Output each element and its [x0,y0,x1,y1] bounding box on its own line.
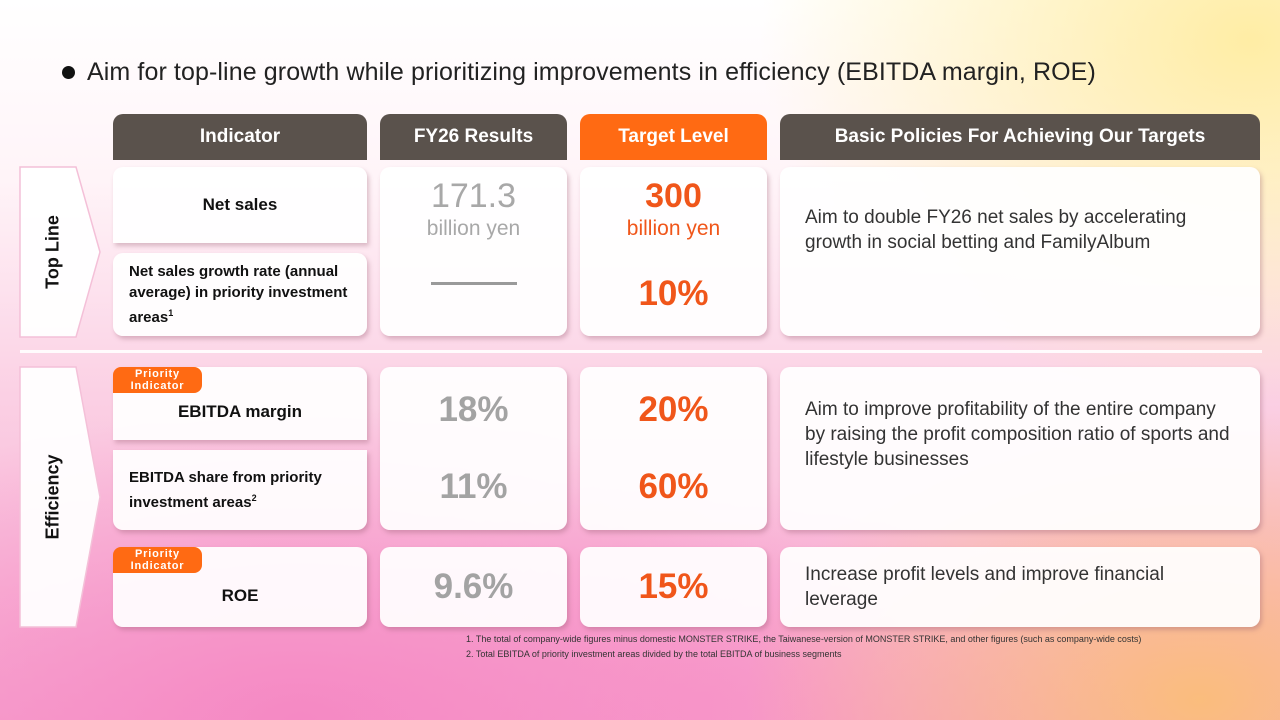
priority-indicator-badge: Priority Indicator [113,547,202,573]
results-card-top-line: 171.3 billion yen [380,167,567,336]
slide-title: Aim for top-line growth while prioritizi… [62,54,1096,90]
footnote-1: 1. The total of company-wide figures min… [466,634,1142,644]
target-roe: 15% [580,547,767,627]
target-net-sales-unit: billion yen [626,217,721,240]
indicator-ebitda-share-label: EBITDA share from priority investment ar… [129,469,322,511]
chevron-arrow-icon [19,166,101,338]
indicator-growth-rate: Net sales growth rate (annual average) i… [113,253,367,336]
target-net-sales-value: 300 [645,177,702,215]
indicator-ebitda-margin-label: EBITDA margin [177,401,303,421]
policy-roe-text: Increase profit levels and improve finan… [805,564,1165,610]
policy-efficiency: Aim to improve profitability of the enti… [780,367,1260,530]
target-net-sales: 300 billion yen [580,175,767,245]
target-ebitda-margin: 20% [638,390,709,429]
target-ebitda-share: 60% [638,467,709,506]
indicator-net-sales-label: Net sales [202,195,278,214]
result-net-sales-unit: billion yen [426,217,521,240]
priority-indicator-badge: Priority Indicator [113,367,202,393]
target-card-top-line: 300 billion yen 10% [580,167,767,336]
result-ebitda-margin: 18% [438,390,509,429]
policy-top-line: Aim to double FY26 net sales by accelera… [780,167,1260,336]
header-fy26-results: FY26 Results [380,114,567,160]
target-card-efficiency: 20% 60% [580,367,767,530]
policy-efficiency-text: Aim to improve profitability of the enti… [805,399,1230,470]
section-label-efficiency: Efficiency [42,454,63,540]
indicator-growth-rate-label: Net sales growth rate (annual average) i… [129,263,348,326]
policy-top-line-text: Aim to double FY26 net sales by accelera… [805,207,1187,253]
bullet-icon [62,65,75,79]
section-label-top-line: Top Line [42,215,63,289]
result-net-sales-value: 171.3 [430,177,517,215]
result-ebitda-share: 11% [439,467,508,506]
policy-roe: Increase profit levels and improve finan… [780,547,1260,627]
section-arrow-top-line: Top Line [19,166,101,338]
slide-title-text: Aim for top-line growth while prioritizi… [87,57,1096,86]
results-card-efficiency: 18% 11% [380,367,567,530]
result-roe: 9.6% [380,547,567,627]
no-data-dash [430,282,517,285]
header-basic-policies: Basic Policies For Achieving Our Targets [780,114,1260,160]
result-net-sales: 171.3 billion yen [380,175,567,245]
section-divider [20,350,1262,353]
result-growth-rate-none [380,282,567,285]
footnote-2: 2. Total EBITDA of priority investment a… [466,649,842,659]
indicator-roe-label: ROE [221,586,259,605]
chevron-arrow-icon [19,366,101,628]
header-target-level: Target Level [580,114,767,160]
indicator-ebitda-share: EBITDA share from priority investment ar… [113,450,367,530]
target-growth-rate: 10% [638,274,709,313]
indicator-net-sales: Net sales [113,167,367,243]
header-indicator: Indicator [113,114,367,160]
section-arrow-efficiency: Efficiency [19,366,101,628]
